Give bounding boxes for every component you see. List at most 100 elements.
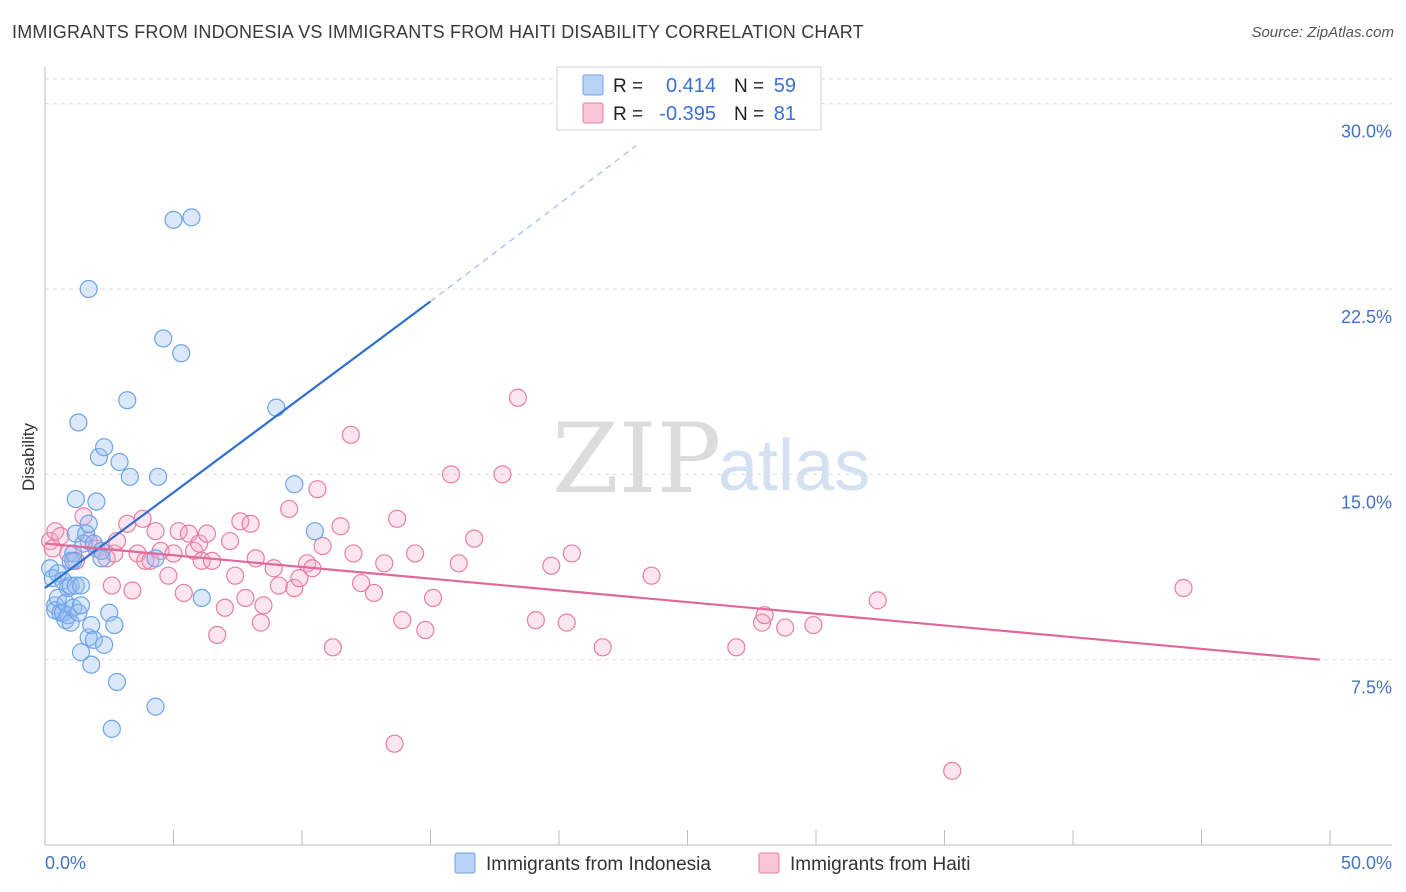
haiti-point [280,499,299,519]
haiti-point [341,425,360,444]
haiti-point [269,576,288,595]
indonesia-point [71,596,91,615]
haiti-point [562,544,581,563]
axes [44,67,1392,846]
chart-source: Source: ZipAtlas.com [1251,24,1394,41]
haiti-point [542,556,561,575]
haiti-point [804,615,823,635]
haiti-point [387,509,407,528]
indonesia-point [164,210,183,229]
haiti-point [416,620,435,640]
haiti-point [241,514,260,533]
haiti-point [102,576,121,595]
haiti-point [465,529,484,548]
haiti-point [123,581,142,600]
haiti-point [364,583,384,603]
x-tick-label-max: 50.0% [1341,853,1392,873]
stats-legend: R = 0.414 N = 59 R = -0.395 N = 81 [556,66,822,131]
haiti-point [405,544,425,563]
series-indonesia [41,208,324,738]
indonesia-point [285,475,304,494]
indonesia-point [66,576,85,595]
haiti-point [197,524,217,543]
y-tick-label: 22.5% [1341,307,1392,327]
haiti-point [51,527,70,546]
indonesia-point [87,492,106,511]
haiti-point [285,578,304,598]
indonesia-point [192,588,211,608]
haiti-point [323,638,342,657]
haiti-point [508,388,527,407]
indonesia-point [61,613,80,632]
indonesia-r-label: R = [613,76,643,97]
haiti-point [441,465,461,484]
indonesia-point [154,329,173,348]
y-tick-labels: 7.5% 15.0% 22.5% 30.0% [1341,122,1392,698]
haiti-point [375,554,394,573]
watermark-atlas: atlas [718,426,870,506]
y-axis-label: Disability [19,422,38,491]
indonesia-n-value: 59 [774,75,796,97]
indonesia-n-label: N = [734,76,764,97]
indonesia-point [172,344,191,363]
indonesia-point [107,672,127,692]
haiti-point [290,569,309,588]
indonesia-point [102,719,121,738]
legend-haiti-label: Immigrants from Haiti [790,854,971,875]
indonesia-point [267,398,286,417]
haiti-point [493,465,512,484]
indonesia-point [79,279,98,299]
haiti-point [593,638,612,657]
haiti-n-value: 81 [774,103,796,125]
indonesia-point [69,413,88,432]
indonesia-point [61,576,80,595]
indonesia-trend-line [44,300,432,589]
indonesia-point [82,615,101,635]
haiti-point [220,531,240,551]
haiti-point [526,611,545,630]
indonesia-point [120,467,139,486]
y-tick-label: 30.0% [1341,122,1392,142]
indonesia-swatch [582,74,604,96]
indonesia-point [66,489,85,509]
indonesia-point [89,447,109,467]
chart-title: IMMIGRANTS FROM INDONESIA VS IMMIGRANTS … [12,22,864,42]
haiti-point [254,596,273,615]
haiti-point [159,566,178,585]
haiti-point [264,559,283,578]
haiti-point [226,566,245,585]
haiti-point [352,573,371,593]
indonesia-point [71,576,91,595]
haiti-point [190,534,209,553]
indonesia-point [148,467,168,486]
haiti-trend-line [44,542,1320,661]
haiti-r-label: R = [613,104,643,125]
y-tick-label: 7.5% [1351,678,1392,698]
haiti-point [752,613,772,632]
haiti-point [755,606,774,625]
indonesia-point [69,603,88,622]
indonesia-point [79,514,98,533]
haiti-point [393,611,412,630]
haiti-r-value: -0.395 [659,103,716,125]
haiti-point [385,734,404,753]
legend-indonesia-label: Immigrants from Indonesia [486,854,711,875]
haiti-point [423,588,443,608]
x-tick-label-min: 0.0% [45,853,86,873]
legend-haiti-swatch [758,852,780,874]
haiti-point [331,517,350,536]
indonesia-point [305,522,324,541]
haiti-point [146,522,165,541]
haiti-point [1174,578,1193,598]
haiti-n-label: N = [734,104,764,125]
haiti-point [642,566,661,585]
indonesia-point [146,697,165,716]
haiti-point [133,509,152,528]
haiti-point [868,591,887,610]
haiti-point [236,588,255,608]
haiti-point [215,598,234,617]
haiti-point [46,522,65,541]
indonesia-point [95,438,114,457]
indonesia-r-value: 0.414 [666,75,716,97]
indonesia-trend-extension [430,145,637,302]
